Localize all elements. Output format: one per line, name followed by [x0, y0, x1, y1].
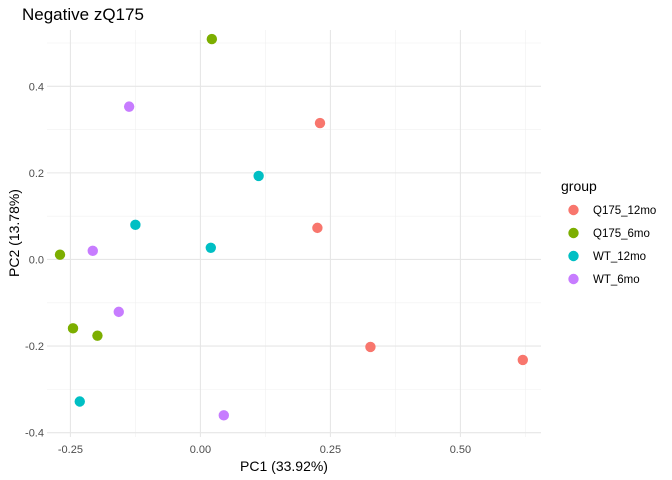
data-point-wt-12mo	[205, 242, 216, 253]
x-tick-label: 0.50	[450, 444, 471, 456]
x-tick-label: -0.25	[58, 444, 83, 456]
y-tick-label: 0.4	[29, 81, 44, 93]
data-point-q175-12mo	[314, 117, 326, 129]
data-point-wt-6mo	[218, 410, 229, 421]
data-point-wt-6mo	[87, 245, 98, 257]
x-axis-title: PC1 (33.92%)	[240, 458, 328, 474]
data-points	[54, 33, 528, 421]
x-tick-label: 0.00	[190, 444, 211, 456]
y-tick-label: -0.2	[25, 341, 44, 353]
data-point-wt-12mo	[74, 396, 85, 407]
data-point-wt-6mo	[113, 306, 124, 318]
data-point-q175-6mo	[92, 330, 103, 341]
legend-key	[568, 273, 579, 285]
data-point-wt-12mo	[130, 219, 141, 231]
grid-minor	[47, 30, 541, 437]
legend-label: WT_6mo	[593, 274, 640, 286]
data-point-q175-6mo	[206, 33, 218, 45]
legend-key	[568, 227, 579, 239]
legend-title: group	[561, 178, 597, 194]
data-point-wt-6mo	[123, 101, 135, 112]
data-point-q175-12mo	[365, 341, 376, 353]
x-tick-labels: -0.25 0.00 0.25 0.50	[58, 444, 471, 456]
y-tick-label: -0.4	[25, 428, 44, 440]
y-tick-label: 0.0	[29, 254, 44, 266]
y-tick-label: 0.2	[29, 168, 44, 180]
data-point-q175-12mo	[517, 354, 528, 366]
x-tick-label: 0.25	[320, 444, 341, 456]
legend: group Q175_12mo Q175_6mo WT_12mo WT_6mo	[561, 178, 656, 286]
data-point-q175-12mo	[312, 222, 323, 234]
legend-key	[568, 250, 579, 262]
legend-label: WT_12mo	[593, 251, 646, 263]
legend-label: Q175_6mo	[593, 228, 650, 240]
legend-label: Q175_12mo	[593, 205, 656, 217]
legend-key	[568, 204, 579, 216]
data-point-wt-12mo	[253, 170, 264, 182]
y-axis-title: PC2 (13.78%)	[6, 189, 22, 277]
chart-title: Negative zQ175	[22, 5, 144, 24]
data-point-q175-6mo	[67, 323, 79, 334]
y-tick-labels: -0.4 -0.2 0.0 0.2 0.4	[25, 81, 44, 439]
grid-major	[47, 30, 541, 437]
data-point-q175-6mo	[54, 249, 66, 260]
